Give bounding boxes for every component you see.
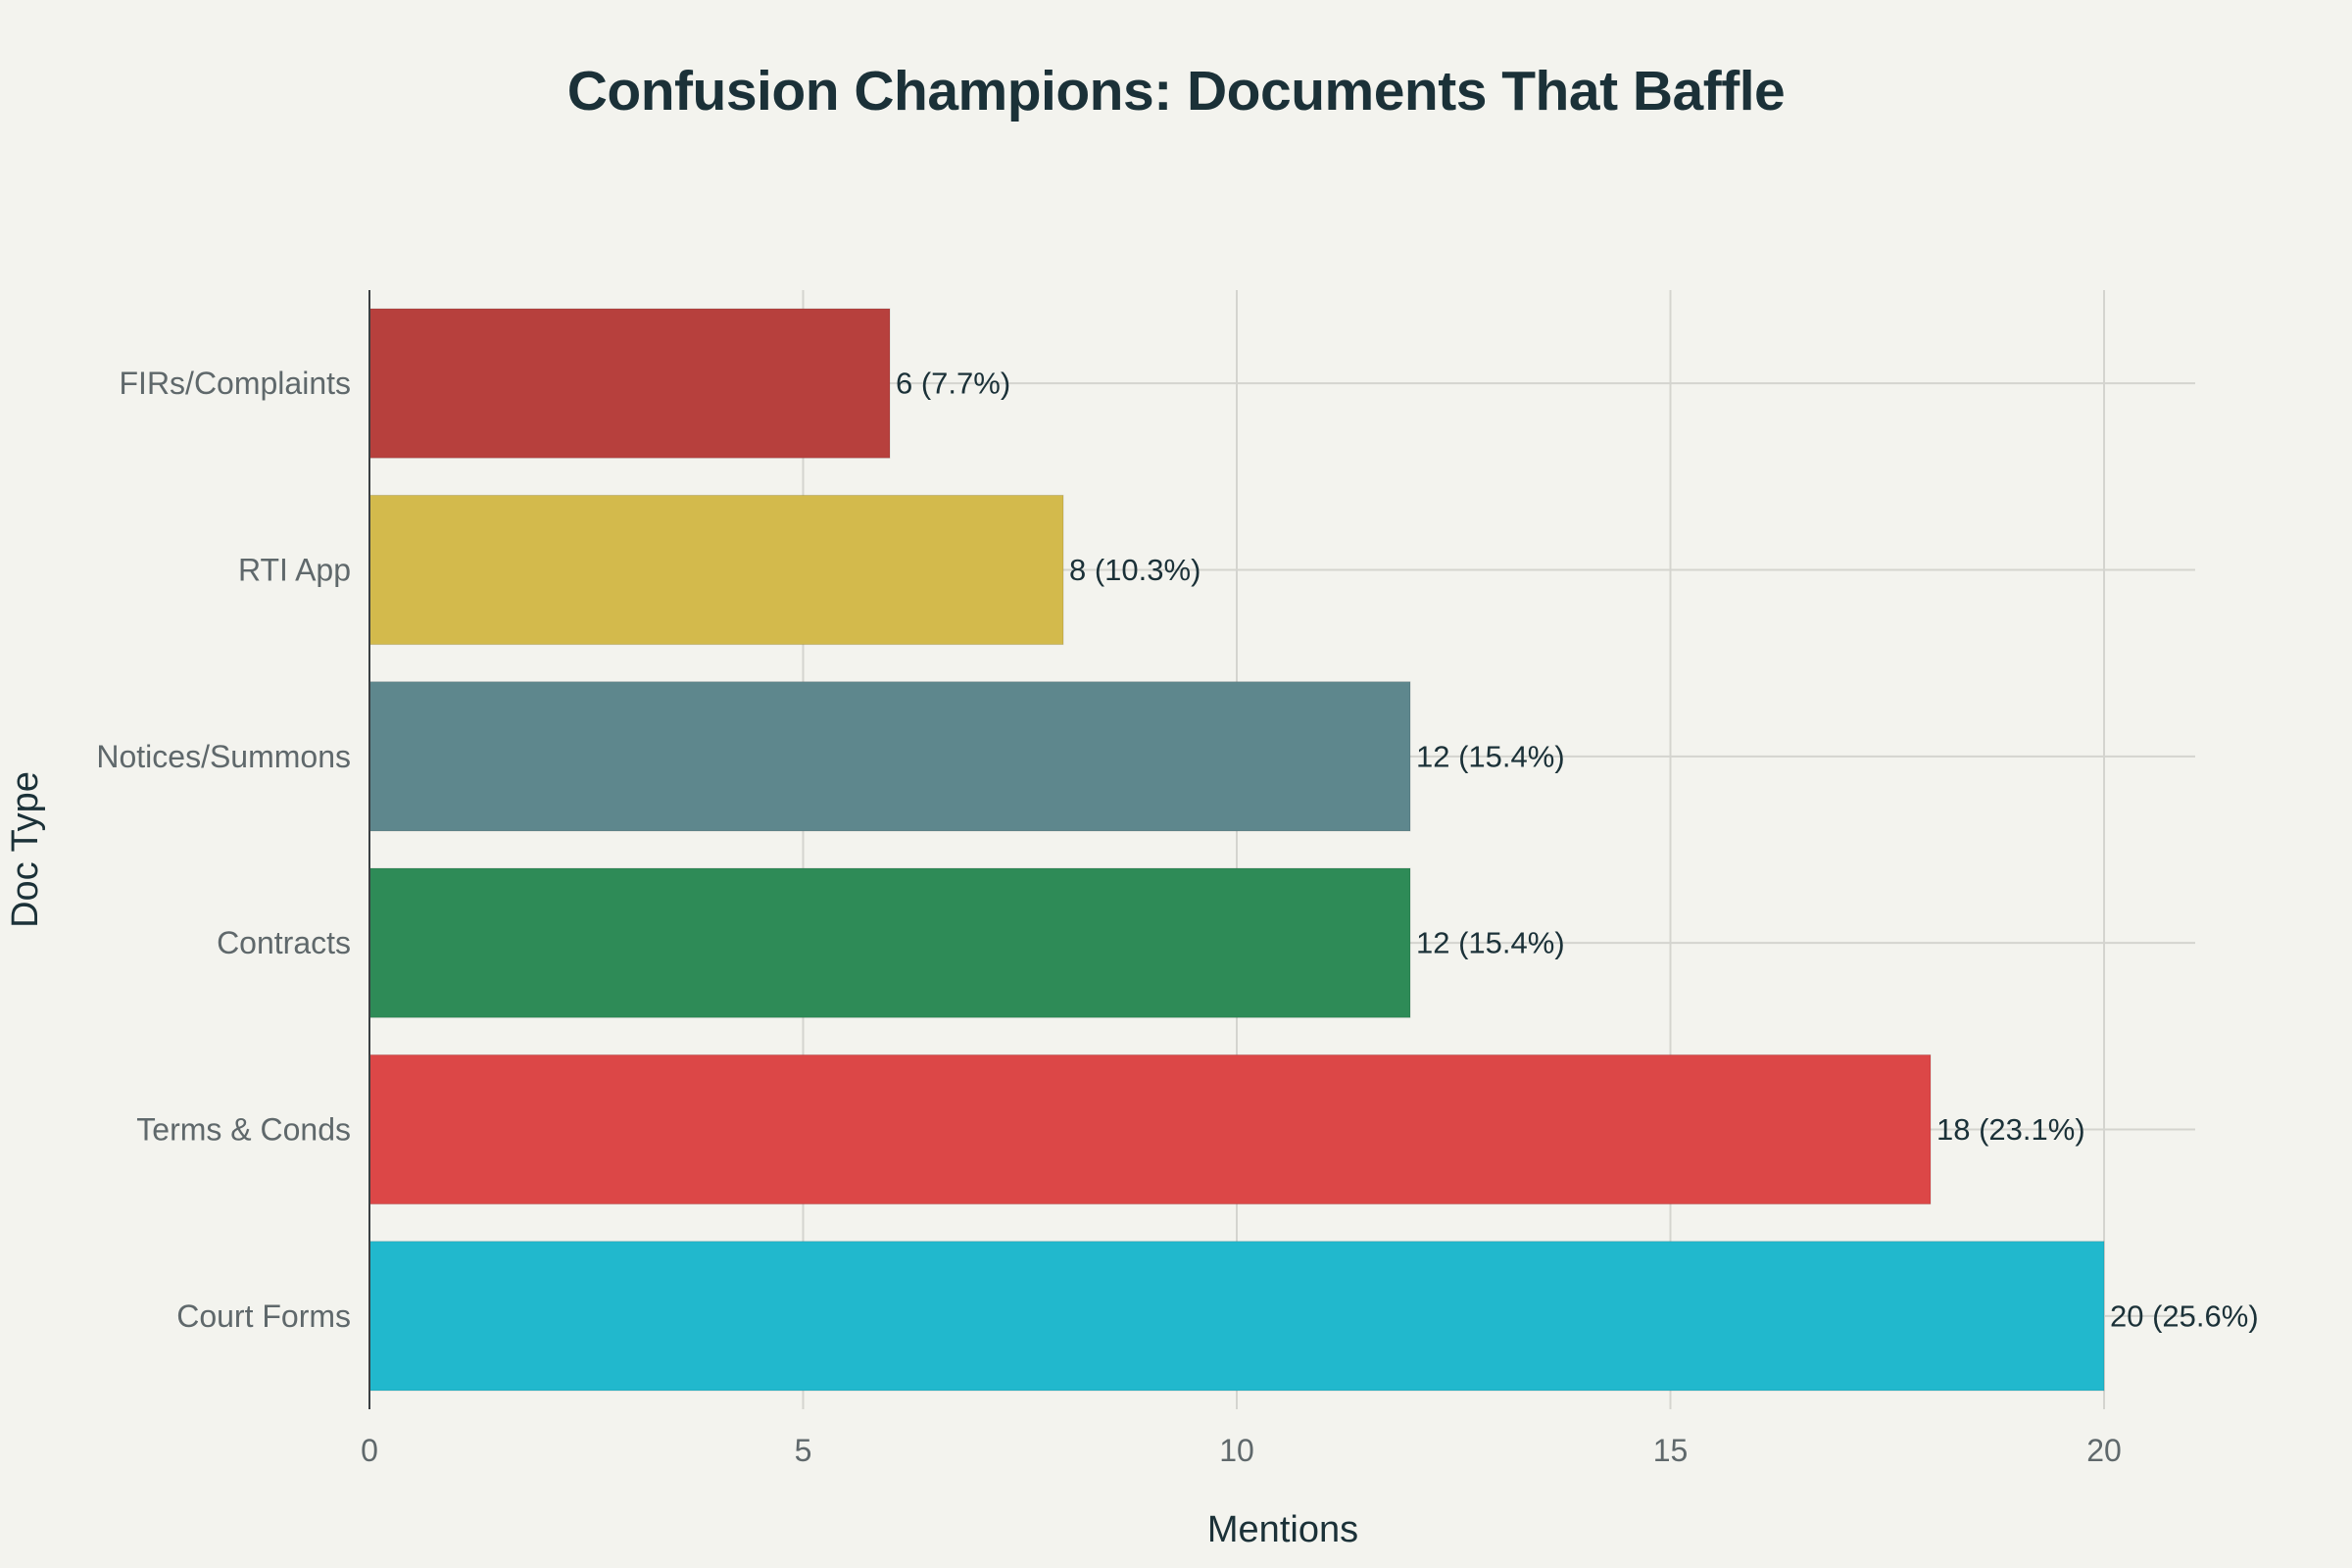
data-labels: 20 (25.6%) 18 (23.1%) 12 (15.4%) 12 (15.4%)… — [896, 367, 2259, 1334]
y-axis-title: Doc Type — [5, 771, 46, 928]
bar-data-label: 12 (15.4%) — [1416, 739, 1565, 773]
bar — [368, 1241, 2105, 1392]
bar-data-label: 12 (15.4%) — [1416, 926, 1565, 960]
x-tick-labels: 0 5 10 15 20 — [361, 1433, 2122, 1468]
y-tick-label: FIRs/Complaints — [120, 366, 352, 401]
x-tick-label: 0 — [361, 1433, 378, 1468]
bar — [368, 867, 1411, 1018]
bar-data-label: 18 (23.1%) — [1936, 1112, 2085, 1147]
y-tick-label: Terms & Conds — [136, 1112, 351, 1148]
bar-data-label: 8 (10.3%) — [1069, 553, 1200, 587]
x-tick-label: 10 — [1219, 1433, 1254, 1468]
x-axis-title: Mentions — [1207, 1509, 1358, 1550]
y-tick-label: Notices/Summons — [96, 739, 351, 774]
bar-data-label: 6 (7.7%) — [896, 367, 1010, 401]
bars — [368, 308, 2105, 1392]
bar-data-label: 20 (25.6%) — [2110, 1298, 2259, 1333]
x-tick-label: 15 — [1653, 1433, 1689, 1468]
y-tick-labels: Court Forms Terms & Conds Contracts Notices… — [96, 366, 351, 1334]
x-tick-label: 5 — [795, 1433, 812, 1468]
y-tick-label: Court Forms — [176, 1298, 351, 1334]
bar — [368, 494, 1064, 646]
bar — [368, 308, 891, 459]
bar — [368, 1054, 1932, 1205]
y-tick-label: Contracts — [217, 925, 351, 960]
x-tick-label: 20 — [2086, 1433, 2122, 1468]
bar — [368, 681, 1411, 832]
y-tick-label: RTI App — [238, 553, 351, 588]
chart-title: Confusion Champions: Documents That Baff… — [566, 60, 1786, 122]
